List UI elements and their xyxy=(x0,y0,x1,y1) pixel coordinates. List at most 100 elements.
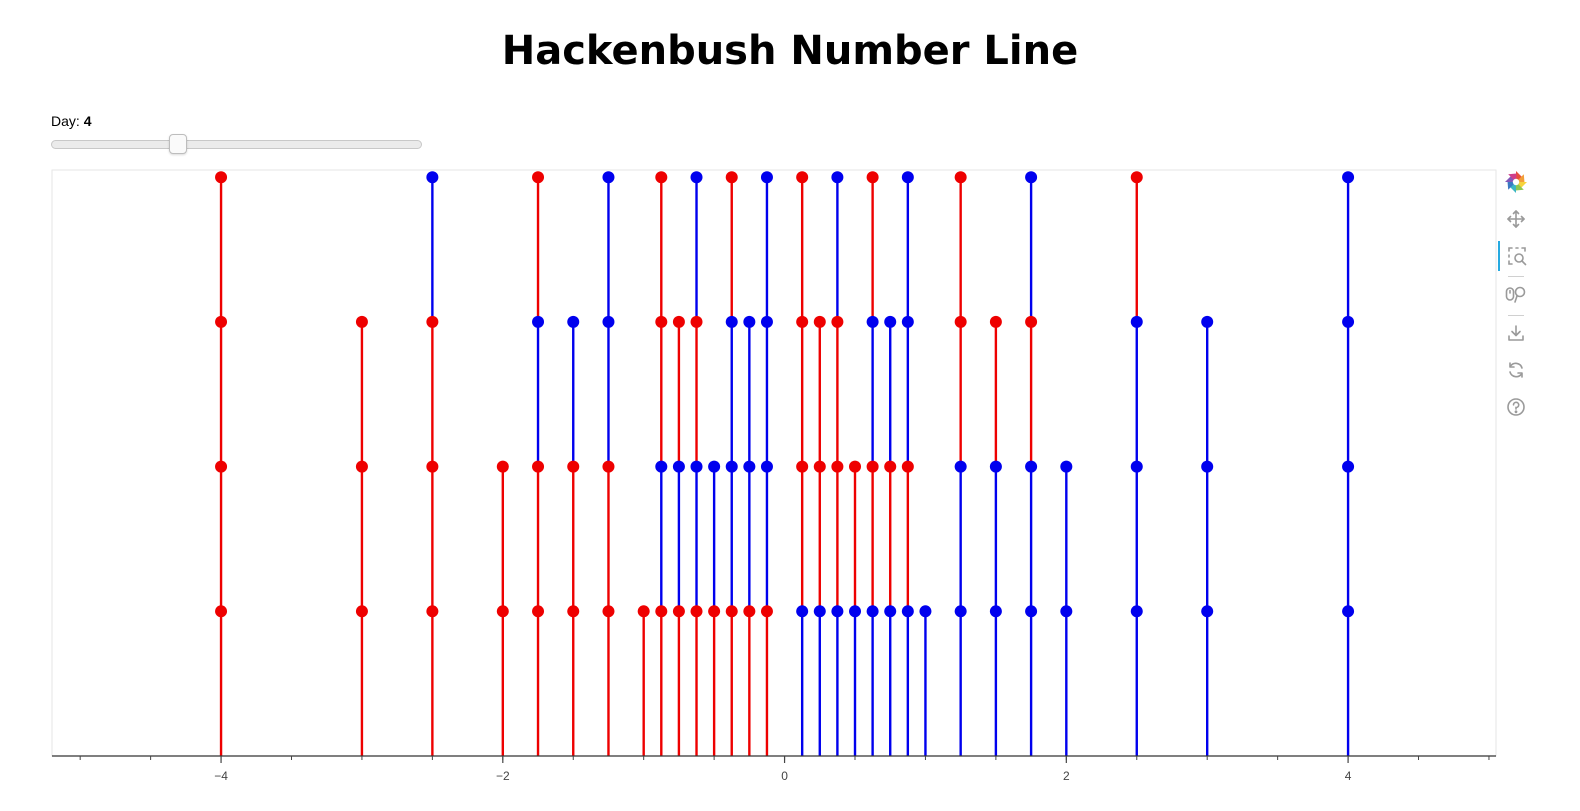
stalk-node xyxy=(1342,460,1355,473)
day-slider-handle[interactable] xyxy=(168,134,187,154)
x-tick-label: −2 xyxy=(496,769,510,783)
save-tool-icon xyxy=(1508,325,1524,341)
stalk-node xyxy=(989,460,1002,473)
stalk-node xyxy=(1130,171,1143,184)
help-tool[interactable] xyxy=(1498,392,1534,422)
stalk-node xyxy=(760,171,773,184)
save-tool[interactable] xyxy=(1498,318,1534,348)
stalk-node xyxy=(901,315,914,328)
stalk-node xyxy=(215,171,228,184)
stalk-node xyxy=(725,315,738,328)
stalk-node xyxy=(655,315,668,328)
stalk-node xyxy=(884,315,897,328)
stalk-node xyxy=(954,460,967,473)
stalk-node xyxy=(655,605,668,618)
stalk-node xyxy=(1201,460,1214,473)
stalk-node xyxy=(919,605,932,618)
bokeh-logo-icon xyxy=(1505,171,1527,193)
stalk-node xyxy=(1025,171,1038,184)
stalk-node xyxy=(602,460,615,473)
reset-tool[interactable] xyxy=(1498,355,1534,385)
stalk-node xyxy=(567,460,580,473)
toolbar-separator xyxy=(1508,276,1524,277)
plot-frame xyxy=(51,169,1497,757)
stalk-node xyxy=(1342,171,1355,184)
stalk-node xyxy=(884,605,897,618)
stalk-node xyxy=(708,605,721,618)
stalk-node xyxy=(831,171,844,184)
stalk-node xyxy=(1130,315,1143,328)
stalk-node xyxy=(813,460,826,473)
stalk-node xyxy=(426,605,439,618)
x-tick-label: 4 xyxy=(1345,769,1352,783)
stalk-node xyxy=(672,605,685,618)
stalk-node xyxy=(954,605,967,618)
stalk-node xyxy=(849,460,862,473)
stalk-node xyxy=(1025,460,1038,473)
stalk-node xyxy=(215,605,228,618)
stalk-node xyxy=(813,315,826,328)
day-slider-track[interactable] xyxy=(51,140,422,149)
stalk-node xyxy=(901,171,914,184)
stalk-node xyxy=(567,315,580,328)
bokeh-logo[interactable] xyxy=(1498,167,1534,197)
page-title: Hackenbush Number Line xyxy=(501,28,1079,74)
stalk-node xyxy=(672,460,685,473)
stalk-node xyxy=(496,460,509,473)
stalk-node xyxy=(954,315,967,328)
stalk-node xyxy=(901,605,914,618)
stalk-node xyxy=(989,315,1002,328)
stalk-node xyxy=(672,315,685,328)
stalk-dots xyxy=(215,171,1355,618)
x-tick-label: −4 xyxy=(214,769,228,783)
stalk-node xyxy=(426,460,439,473)
stalk-node xyxy=(637,605,650,618)
stalk-node xyxy=(532,460,545,473)
stalk-node xyxy=(866,605,879,618)
stalk-node xyxy=(690,171,703,184)
stalk-node xyxy=(690,605,703,618)
stalk-node xyxy=(743,460,756,473)
stalk-node xyxy=(831,605,844,618)
stalk-node xyxy=(532,315,545,328)
stalk-node xyxy=(901,460,914,473)
stalk-node xyxy=(866,171,879,184)
stalk-node xyxy=(1342,605,1355,618)
wheel-zoom-tool[interactable] xyxy=(1498,279,1534,309)
stalk-node xyxy=(1130,460,1143,473)
day-label-text: Day: xyxy=(51,113,84,129)
stalk-node xyxy=(760,315,773,328)
stalk-node xyxy=(760,605,773,618)
pan-tool-icon xyxy=(1507,210,1525,228)
help-tool-icon xyxy=(1507,398,1525,416)
stalk-node xyxy=(866,315,879,328)
stalk-node xyxy=(813,605,826,618)
stalk-node xyxy=(796,171,809,184)
stalk-node xyxy=(496,605,509,618)
stalk-node xyxy=(1060,605,1073,618)
stalk-node xyxy=(831,460,844,473)
stalk-node xyxy=(426,315,439,328)
stalk-node xyxy=(426,171,439,184)
stalk-node xyxy=(725,171,738,184)
reset-tool-icon xyxy=(1509,362,1523,378)
stalk-node xyxy=(602,171,615,184)
x-axis-ticks: −4 −2 0 2 4 xyxy=(79,756,1490,783)
stalk-node xyxy=(831,315,844,328)
stalk-node xyxy=(743,605,756,618)
stalk-node xyxy=(655,460,668,473)
stalk-node xyxy=(1130,605,1143,618)
stalk-node xyxy=(602,315,615,328)
stalk-lines xyxy=(219,177,1350,756)
stalk-node xyxy=(355,315,368,328)
stalk-node xyxy=(1201,605,1214,618)
stalk-node xyxy=(690,315,703,328)
box-zoom-tool[interactable] xyxy=(1498,241,1534,271)
stalk-node xyxy=(725,605,738,618)
stalk-node xyxy=(690,460,703,473)
stalk-node xyxy=(743,315,756,328)
pan-tool[interactable] xyxy=(1498,204,1534,234)
stalk-node xyxy=(725,460,738,473)
stalk-node xyxy=(760,460,773,473)
